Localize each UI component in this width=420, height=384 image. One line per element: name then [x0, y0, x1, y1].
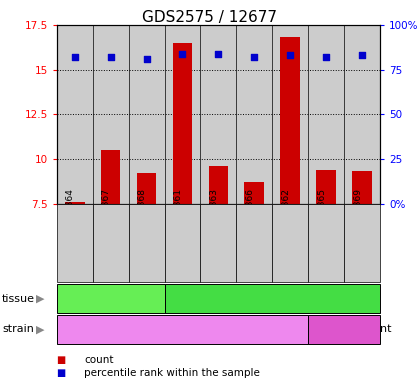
Text: GSM116362: GSM116362 [281, 188, 290, 243]
Bar [281, 38, 300, 204]
Bar [208, 166, 228, 204]
Bar [57, 25, 93, 204]
Text: GSM116369: GSM116369 [353, 188, 362, 243]
Bar [236, 25, 272, 204]
Text: control: control [163, 324, 202, 334]
Bar [173, 43, 192, 204]
Text: GSM116366: GSM116366 [245, 188, 255, 243]
Bar [65, 202, 84, 204]
Point [215, 50, 222, 56]
Bar [316, 170, 336, 204]
Text: GSM116361: GSM116361 [173, 188, 182, 243]
Text: count: count [84, 355, 113, 365]
Point [287, 52, 294, 58]
Text: ▶: ▶ [36, 324, 44, 334]
Bar [136, 173, 156, 204]
Point [143, 56, 150, 62]
Text: GSM116368: GSM116368 [137, 188, 147, 243]
Bar [272, 25, 308, 204]
Text: tissue: tissue [2, 293, 35, 304]
Text: GSM116367: GSM116367 [102, 188, 110, 243]
Bar [101, 150, 121, 204]
Text: ■: ■ [56, 368, 66, 378]
Bar [308, 25, 344, 204]
Text: rhombomere 2: rhombomere 2 [69, 293, 152, 304]
Point [107, 54, 114, 60]
Text: GSM116365: GSM116365 [317, 188, 326, 243]
Text: ▶: ▶ [36, 293, 44, 304]
Bar [352, 171, 372, 204]
Point [179, 50, 186, 56]
Bar [200, 25, 236, 204]
Text: rhombomere 4: rhombomere 4 [231, 293, 314, 304]
Bar [129, 25, 165, 204]
Text: GSM116363: GSM116363 [210, 188, 218, 243]
Bar [344, 25, 380, 204]
Text: ■: ■ [56, 355, 66, 365]
Bar [93, 25, 129, 204]
Point [323, 54, 330, 60]
Point [251, 54, 258, 60]
Text: GSM116364: GSM116364 [66, 188, 75, 243]
Text: Hoxb1a deficient: Hoxb1a deficient [297, 324, 391, 334]
Text: GDS2575 / 12677: GDS2575 / 12677 [142, 10, 278, 25]
Point [359, 52, 365, 58]
Bar [244, 182, 264, 204]
Text: strain: strain [2, 324, 34, 334]
Point [71, 54, 78, 60]
Bar [165, 25, 200, 204]
Text: percentile rank within the sample: percentile rank within the sample [84, 368, 260, 378]
